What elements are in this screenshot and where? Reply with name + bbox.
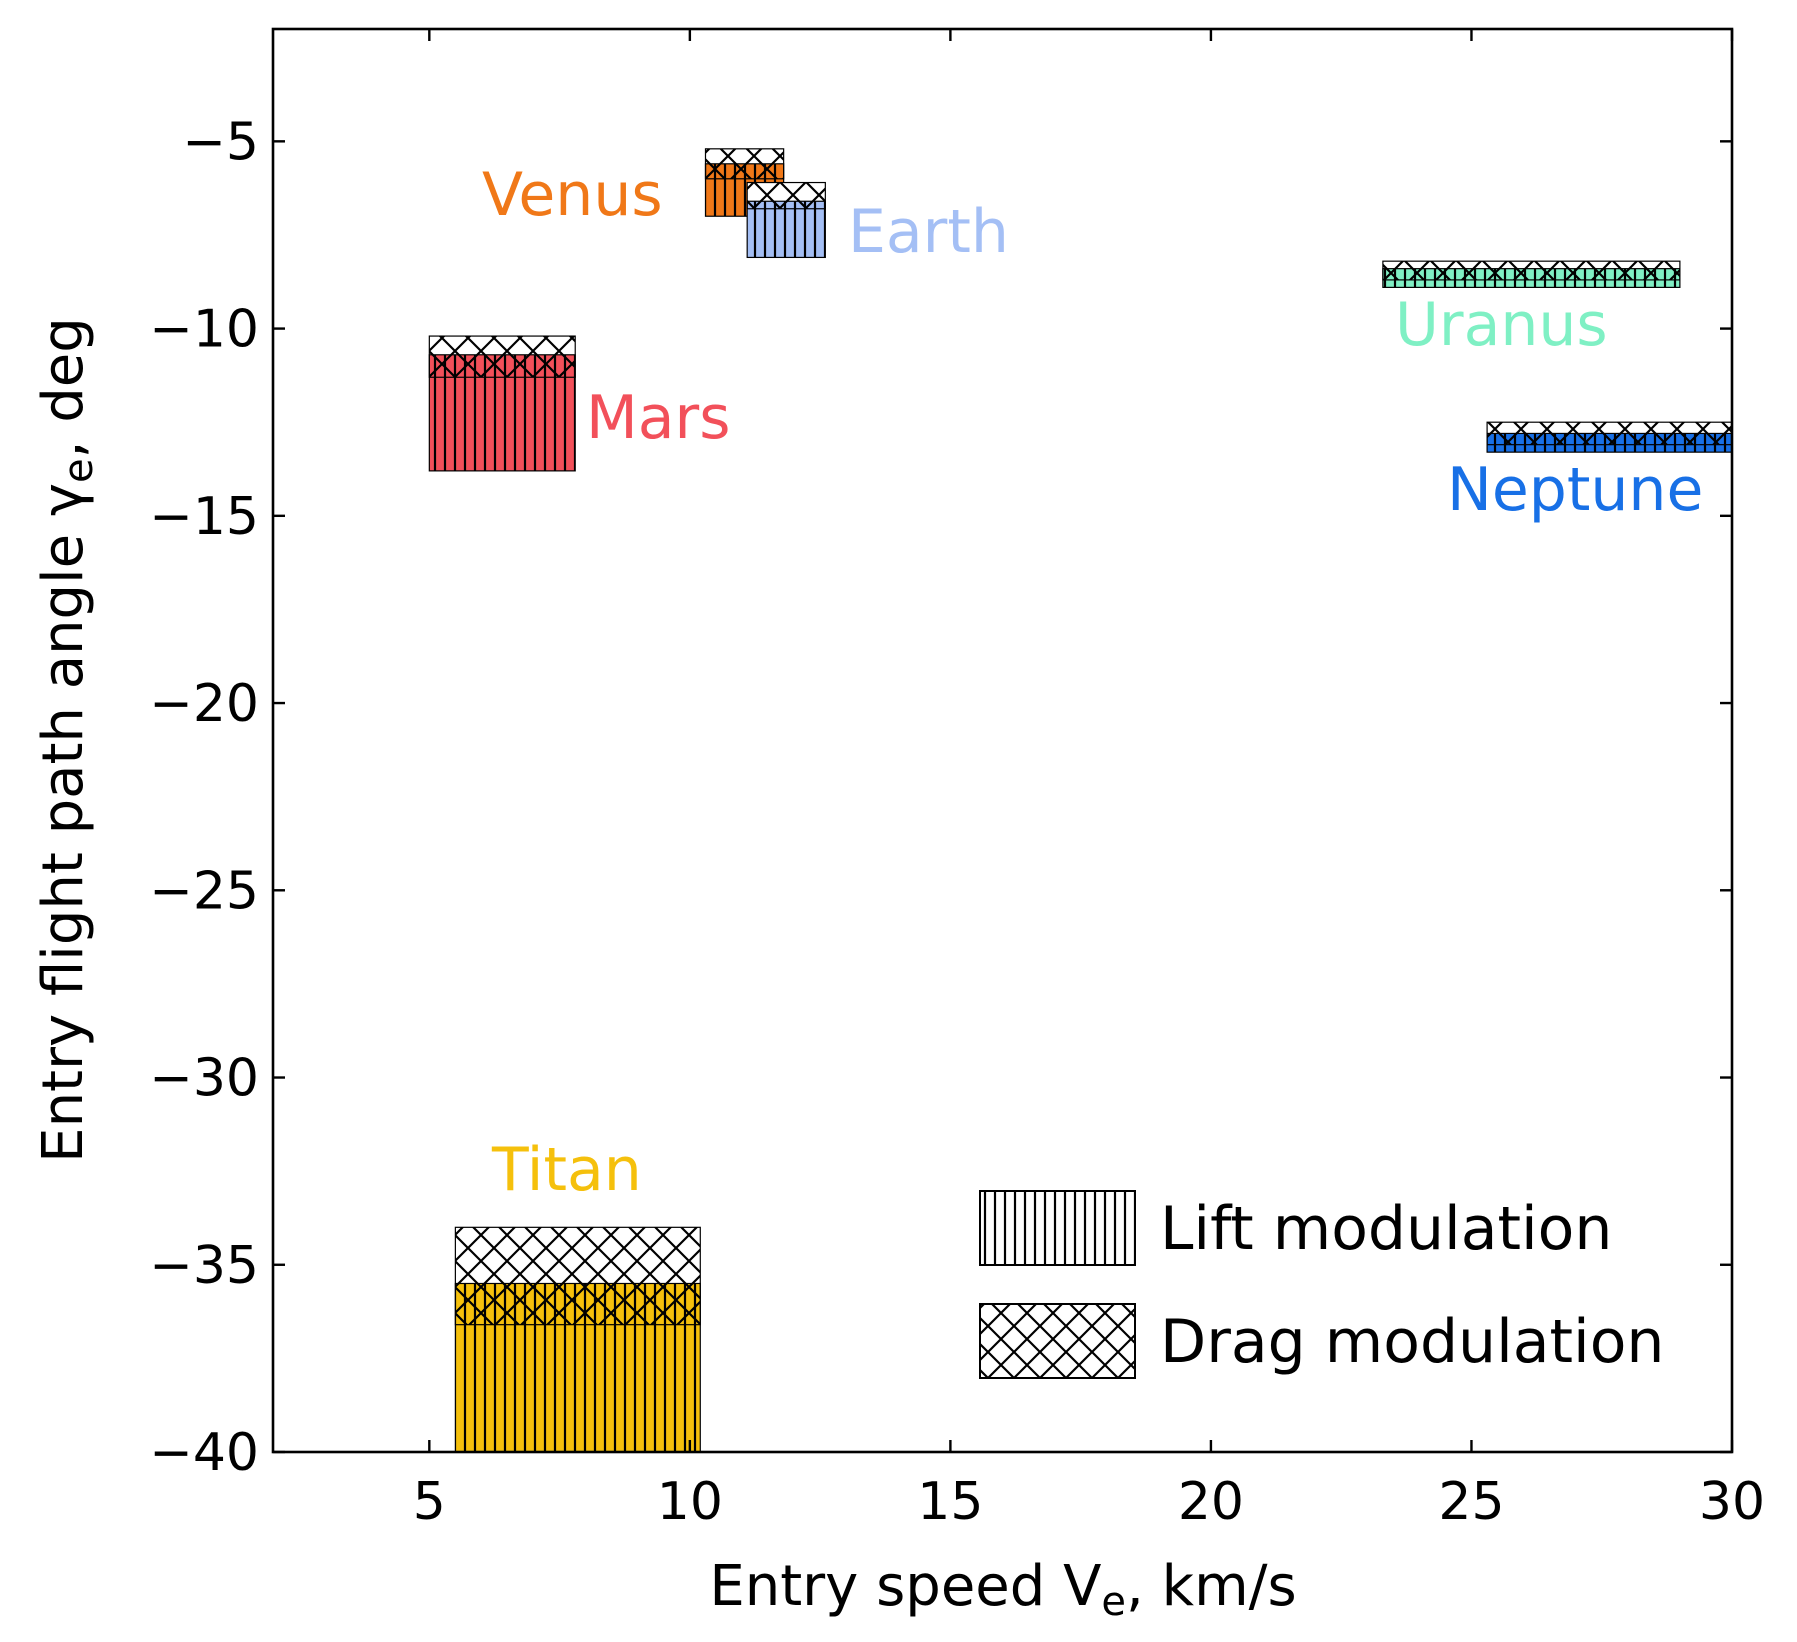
y-axis-label-unit: , deg [31, 317, 96, 458]
earth-drag-bar [747, 183, 825, 209]
y-tick-label-1: −10 [149, 300, 259, 360]
legend-item-drag: Drag modulation [980, 1304, 1664, 1378]
venus-drag-bar [705, 149, 783, 179]
y-axis-label: Entry flight path angle γe, deg [31, 317, 102, 1163]
legend-swatch-drag [980, 1304, 1135, 1378]
series-mars [429, 336, 575, 471]
y-axis-label-sub: e [56, 458, 102, 483]
y-tick-label-4: −25 [149, 861, 259, 921]
x-axis-label-unit: , km/s [1126, 1554, 1297, 1619]
y-axis-label-main: Entry flight path angle γ [31, 483, 96, 1163]
legend-label-drag: Drag modulation [1160, 1307, 1664, 1377]
y-tick-label-2: −15 [149, 487, 259, 547]
x-tick-label-15: 15 [917, 1472, 983, 1532]
x-axis-label-main: Entry speed V [709, 1554, 1101, 1619]
y-tick-label-7: −40 [149, 1423, 259, 1483]
uranus-drag-bar [1383, 261, 1680, 280]
label-titan: Titan [491, 1135, 642, 1205]
mars-drag-bar [429, 336, 575, 377]
legend-label-lift: Lift modulation [1160, 1194, 1612, 1264]
series-uranus [1383, 261, 1680, 287]
label-mars: Mars [586, 383, 730, 453]
y-tick-label-5: −30 [149, 1049, 259, 1109]
y-tick-label-3: −20 [149, 674, 259, 734]
x-tick-label-20: 20 [1178, 1472, 1244, 1532]
series-neptune [1487, 422, 1732, 452]
label-uranus: Uranus [1395, 290, 1608, 360]
x-tick-label-30: 30 [1699, 1472, 1765, 1532]
titan-drag-bar [455, 1227, 700, 1324]
legend-swatch-lift [980, 1191, 1135, 1265]
x-tick-label-5: 5 [413, 1472, 446, 1532]
label-earth: Earth [848, 197, 1009, 267]
y-tick-label-6: −35 [149, 1236, 259, 1296]
label-neptune: Neptune [1447, 455, 1703, 525]
x-axis-label: Entry speed Ve, km/s [709, 1554, 1296, 1625]
y-tick-label-0: −5 [182, 112, 259, 172]
series-earth [747, 183, 825, 258]
label-venus: Venus [482, 160, 663, 230]
x-axis-label-sub: e [1101, 1579, 1126, 1625]
x-tick-label-10: 10 [657, 1472, 723, 1532]
earth-lift-bar [747, 201, 825, 257]
series-titan [455, 1227, 700, 1452]
x-tick-label-25: 25 [1438, 1472, 1504, 1532]
neptune-drag-bar [1487, 422, 1732, 444]
legend-item-lift: Lift modulation [980, 1191, 1612, 1265]
